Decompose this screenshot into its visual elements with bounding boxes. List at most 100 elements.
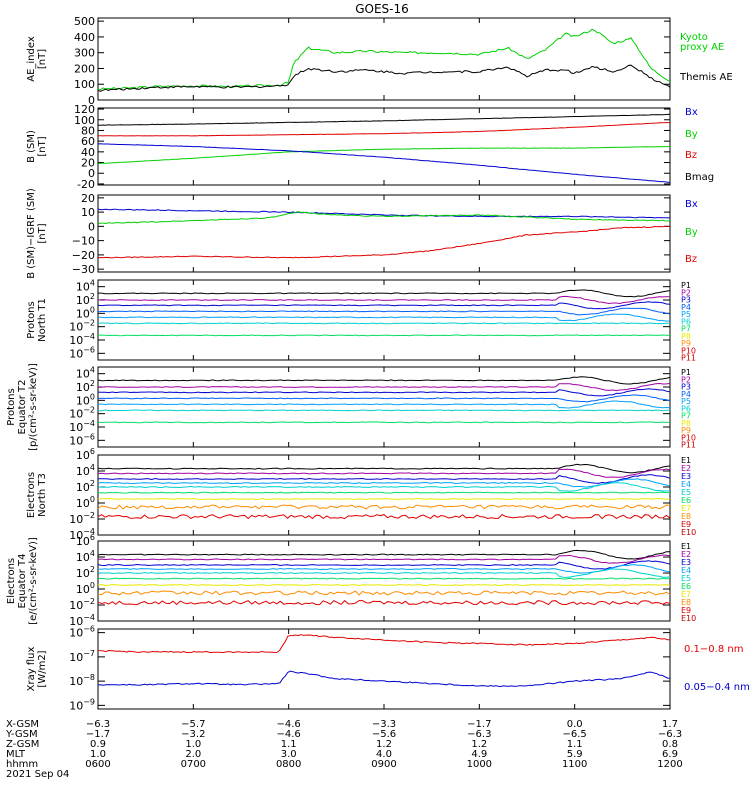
channel-line-8 [97,513,671,520]
y-tick-label: 120 [74,103,95,116]
panel-frame [97,540,671,622]
legend-entry: E5 [681,488,691,497]
y-tick-exponent: −9 [83,697,95,706]
channel-line-1 [98,382,671,392]
y-tick-exponent: −4 [83,613,95,622]
y-axis-label: B (SM)[nT] [26,130,48,163]
channel-line-5 [97,577,671,580]
legend-entry: P6 [681,404,691,413]
x-axis-value: 0700 [181,759,206,770]
channel-line-2 [98,474,671,484]
legend-entry: proxy AE [680,42,724,53]
series-line-0 [97,208,671,219]
channel-line-6 [98,497,671,501]
y-tick-exponent: −2 [83,319,95,328]
row-label-z-gsm: Z-GSM [6,739,39,750]
x-axis-value: −6.3 [467,729,491,740]
series-line-3 [97,143,671,183]
y-tick-label: 100 [74,78,95,91]
x-axis-value: −6.3 [658,729,682,740]
x-axis-value: 0600 [85,759,110,770]
x-axis-value: −5.6 [372,729,396,740]
legend-entry: E4 [681,566,691,575]
legend-entry: P2 [681,375,691,384]
legend-entry: E9 [681,520,691,529]
y-tick-label: −30 [72,263,95,276]
legend-entry: 0.1−0.8 nm [684,644,743,655]
y-tick-label: 106 [76,533,95,548]
y-axis-label-line: AE_index [26,36,37,82]
channel-line-8 [97,599,671,606]
y-tick-exponent: −4 [83,527,95,536]
channel-line-0 [98,289,671,298]
y-tick-label: 106 [76,447,95,462]
row-label-hhmm: hhmm [6,759,38,770]
x-axis-table: X-GSM Y-GSM Z-GSM MLT hhmm 2021 Sep 04 −… [5,719,683,780]
series-line-2 [97,225,671,259]
panel-xray: Xray flux[W/m2] 10−8 10−7 10−6 10−9 0.1−0.8 n… [26,625,750,713]
y-tick-label: 104 [76,549,95,564]
legend-entry: E6 [681,582,691,591]
legend-entry: Themis AE [679,72,733,83]
legend-entry: P1 [681,281,691,290]
legend-entry: Bmag [685,172,714,183]
y-axis-label-line: [W/m2] [37,650,48,687]
y-tick-label: 0 [88,167,95,180]
date-label: 2021 Sep 04 [6,769,69,780]
legend-entry: E8 [681,598,691,607]
y-axis-label: ProtonsNorth T1 [26,298,48,342]
y-axis-label-line: [nT] [37,49,48,69]
channel-line-4 [97,400,671,409]
y-axis-label-line: [e/(cm²-s-sr-keV)] [28,537,39,625]
legend-entry: E10 [681,528,696,537]
panel-frame [97,194,671,273]
legend-entry: 0.05−0.4 nm [684,682,750,693]
y-tick-label: 104 [76,463,95,478]
panel-frame [97,454,671,536]
y-tick-label: 10−6 [69,432,95,447]
y-tick-exponent: −4 [83,419,95,428]
legend-entry: P5 [681,310,691,319]
y-tick-label: 20 [81,192,95,205]
legend-entry: E9 [681,606,691,615]
panel-protons2: ProtonsEquator T2[p/(cm²-s-sr-keV)] 10410… [6,363,696,451]
y-axis-label: B (SM)−IGRF (SM)[nT] [26,188,48,279]
y-tick-label: 20 [81,157,95,170]
y-tick-label: 10−8 [69,673,95,688]
channel-line-5 [98,409,670,412]
y-tick-exponent: 6 [90,447,95,456]
y-tick-label: 300 [74,47,95,60]
legend-entry: P8 [681,419,691,428]
x-axis-value: −4.6 [277,719,301,730]
channel-line-6 [97,334,671,337]
legend-entry: P9 [681,339,691,348]
x-axis-value: 0800 [276,759,301,770]
y-tick-exponent: −7 [83,649,95,658]
row-label-y-gsm: Y-GSM [5,729,38,740]
legend-entry: E10 [681,614,696,623]
y-axis-label-line: North T1 [37,298,48,342]
legend-entry: E5 [681,574,691,583]
legend-entry: E3 [681,558,691,567]
channel-line-0 [97,549,670,560]
legend-entry: E2 [681,464,691,473]
x-axis-value: 1.1 [567,739,583,750]
panel-frame [97,17,671,101]
channel-line-5 [97,491,671,494]
y-tick-exponent: −4 [83,332,95,341]
legend-entry: Bx [685,107,698,118]
series-line-0 [97,113,671,126]
legend-entry: P4 [681,390,691,399]
legend-entry: P6 [681,317,691,326]
y-tick-exponent: 4 [90,549,95,558]
y-tick-exponent: −8 [83,673,95,682]
y-tick-label: 100 [74,114,95,127]
channel-line-5 [97,322,671,325]
legend-entry: P4 [681,303,691,312]
y-axis-label: ProtonsEquator T2[p/(cm²-s-sr-keV)] [6,363,39,451]
y-tick-exponent: 4 [90,279,95,288]
panel-frame [97,279,671,361]
y-axis-label-line: Equator T4 [17,554,28,609]
panel-frame [97,366,671,448]
y-axis-label: ElectronsEquator T4[e/(cm²-s-sr-keV)] [6,537,39,625]
